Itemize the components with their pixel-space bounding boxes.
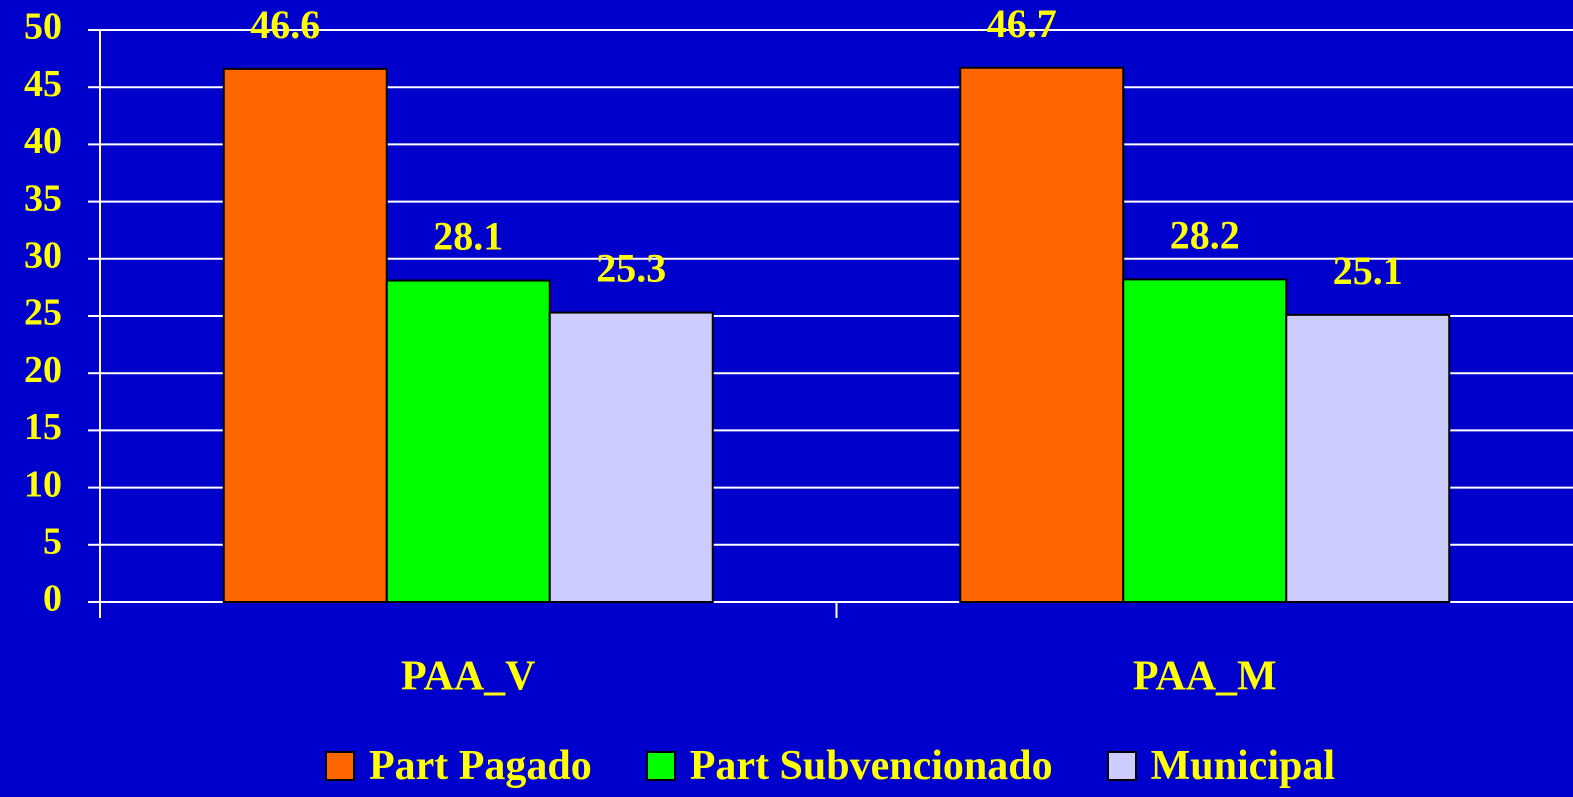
bar (1122, 278, 1288, 603)
value-label: 28.2 (1170, 213, 1240, 258)
y-tick-label: 50 (24, 6, 62, 48)
legend-label: Municipal (1150, 743, 1336, 789)
y-tick-label: 35 (24, 177, 62, 219)
legend-swatch (645, 751, 676, 781)
legend-swatch (324, 751, 355, 781)
bar (385, 279, 551, 603)
legend: Part Pagado Part Subvencionado Municipal (0, 742, 1573, 790)
legend-label: Part Subvencionado (689, 743, 1053, 789)
bar (959, 66, 1125, 603)
y-tick-label: 5 (43, 521, 62, 563)
x-tick-label: PAA_V (401, 654, 536, 700)
value-label: 46.7 (987, 1, 1057, 46)
value-label: 25.3 (596, 246, 666, 291)
value-label: 46.6 (250, 2, 320, 47)
y-tick-label: 30 (24, 235, 62, 277)
legend-label: Part Pagado (368, 743, 592, 789)
x-tick-label: PAA_M (1133, 654, 1277, 700)
legend-item: Part Subvencionado (645, 742, 1053, 790)
chart: 0 5 10 15 20 25 30 35 40 45 50 PAA_V 46.6 28.1 25.3 PAA… (24, 1, 1573, 700)
y-tick-label: 25 (24, 292, 62, 334)
y-tick-label: 10 (24, 463, 62, 505)
bar (1285, 313, 1451, 603)
legend-swatch (1106, 751, 1137, 781)
bar (222, 67, 388, 603)
bar (548, 311, 714, 603)
y-tick-label: 40 (24, 120, 62, 162)
legend-item: Part Pagado (324, 742, 592, 790)
legend-item: Municipal (1106, 742, 1336, 790)
value-label: 25.1 (1333, 248, 1403, 293)
y-tick-label: 20 (24, 349, 62, 391)
y-tick-label: 0 (43, 578, 62, 620)
value-label: 28.1 (433, 214, 503, 259)
y-tick-label: 45 (24, 63, 62, 105)
y-tick-label: 15 (24, 406, 62, 448)
